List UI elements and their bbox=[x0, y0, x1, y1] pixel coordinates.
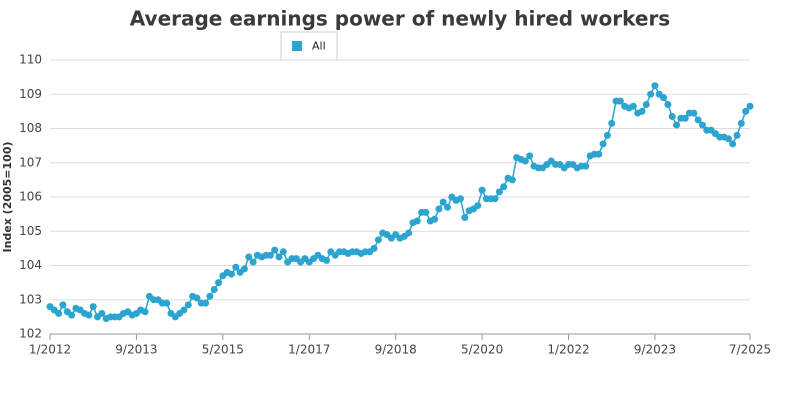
legend-swatch bbox=[292, 41, 302, 51]
marker bbox=[431, 215, 439, 223]
y-tick-label: 106 bbox=[19, 190, 42, 204]
y-tick-label: 108 bbox=[19, 121, 42, 135]
x-tick-label: 1/2022 bbox=[547, 343, 589, 357]
marker bbox=[374, 236, 382, 244]
x-tick-label: 9/2013 bbox=[115, 343, 157, 357]
marker bbox=[746, 102, 754, 110]
marker bbox=[435, 205, 443, 213]
x-tick-label: 7/2025 bbox=[729, 343, 771, 357]
marker bbox=[279, 248, 287, 256]
marker bbox=[456, 195, 464, 203]
marker bbox=[500, 183, 508, 191]
marker bbox=[232, 263, 240, 271]
marker bbox=[68, 311, 76, 319]
marker bbox=[724, 135, 732, 143]
marker bbox=[603, 131, 611, 139]
x-tick-label: 5/2015 bbox=[202, 343, 244, 357]
marker bbox=[616, 97, 624, 105]
marker bbox=[694, 116, 702, 124]
y-tick-label: 103 bbox=[19, 292, 42, 306]
marker bbox=[206, 292, 214, 300]
marker bbox=[227, 270, 235, 278]
marker bbox=[698, 121, 706, 129]
marker bbox=[444, 203, 452, 211]
marker bbox=[651, 82, 659, 90]
marker bbox=[85, 311, 93, 319]
marker bbox=[163, 299, 171, 307]
marker bbox=[638, 107, 646, 115]
line bbox=[49, 84, 751, 320]
marker bbox=[729, 140, 737, 148]
marker bbox=[495, 188, 503, 196]
marker bbox=[690, 109, 698, 117]
marker bbox=[266, 251, 274, 259]
marker bbox=[193, 294, 201, 302]
marker bbox=[737, 119, 745, 127]
x-tick-label: 1/2012 bbox=[29, 343, 71, 357]
marker bbox=[582, 162, 590, 170]
marker bbox=[180, 306, 188, 314]
marker bbox=[249, 258, 257, 266]
marker bbox=[323, 256, 331, 264]
marker bbox=[599, 140, 607, 148]
marker bbox=[673, 121, 681, 129]
y-tick-label: 110 bbox=[19, 53, 42, 67]
y-tick-label: 104 bbox=[19, 258, 42, 272]
marker bbox=[439, 198, 447, 206]
marker bbox=[508, 176, 516, 184]
marker bbox=[664, 101, 672, 109]
marker bbox=[215, 279, 223, 287]
marker bbox=[55, 309, 63, 317]
marker bbox=[526, 152, 534, 160]
marker bbox=[405, 229, 413, 237]
marker bbox=[742, 107, 750, 115]
chart-title: Average earnings power of newly hired wo… bbox=[130, 7, 670, 31]
marker bbox=[647, 90, 655, 98]
legend-box bbox=[280, 31, 338, 61]
x-tick-label: 1/2017 bbox=[288, 343, 330, 357]
marker bbox=[461, 214, 469, 222]
marker bbox=[491, 195, 499, 203]
marker bbox=[370, 244, 378, 252]
marker bbox=[629, 102, 637, 110]
x-tick-label: 9/2023 bbox=[634, 343, 676, 357]
marker bbox=[245, 253, 253, 261]
marker bbox=[642, 101, 650, 109]
y-tick-label: 102 bbox=[19, 327, 42, 341]
y-axis-label: Index (2005=100) bbox=[1, 141, 14, 252]
marker bbox=[202, 299, 210, 307]
marker bbox=[608, 119, 616, 127]
marker bbox=[660, 94, 668, 102]
marker bbox=[210, 285, 218, 293]
marker bbox=[681, 114, 689, 122]
marker bbox=[271, 246, 279, 254]
marker bbox=[141, 308, 149, 316]
marker bbox=[733, 131, 741, 139]
marker bbox=[184, 301, 192, 309]
marker bbox=[668, 113, 676, 121]
x-tick-label: 9/2018 bbox=[375, 343, 417, 357]
marker bbox=[89, 303, 97, 311]
marker bbox=[275, 253, 283, 261]
marker bbox=[59, 301, 67, 309]
marker bbox=[595, 150, 603, 158]
marker bbox=[422, 208, 430, 216]
marker bbox=[98, 309, 106, 317]
y-tick-label: 105 bbox=[19, 224, 42, 238]
marker bbox=[413, 217, 421, 225]
y-tick-label: 107 bbox=[19, 155, 42, 169]
marker bbox=[478, 186, 486, 194]
marker bbox=[474, 202, 482, 210]
y-tick-label: 109 bbox=[19, 87, 42, 101]
marker bbox=[521, 157, 529, 165]
legend-label: All bbox=[312, 40, 326, 53]
x-tick-label: 5/2020 bbox=[461, 343, 503, 357]
marker bbox=[240, 265, 248, 273]
